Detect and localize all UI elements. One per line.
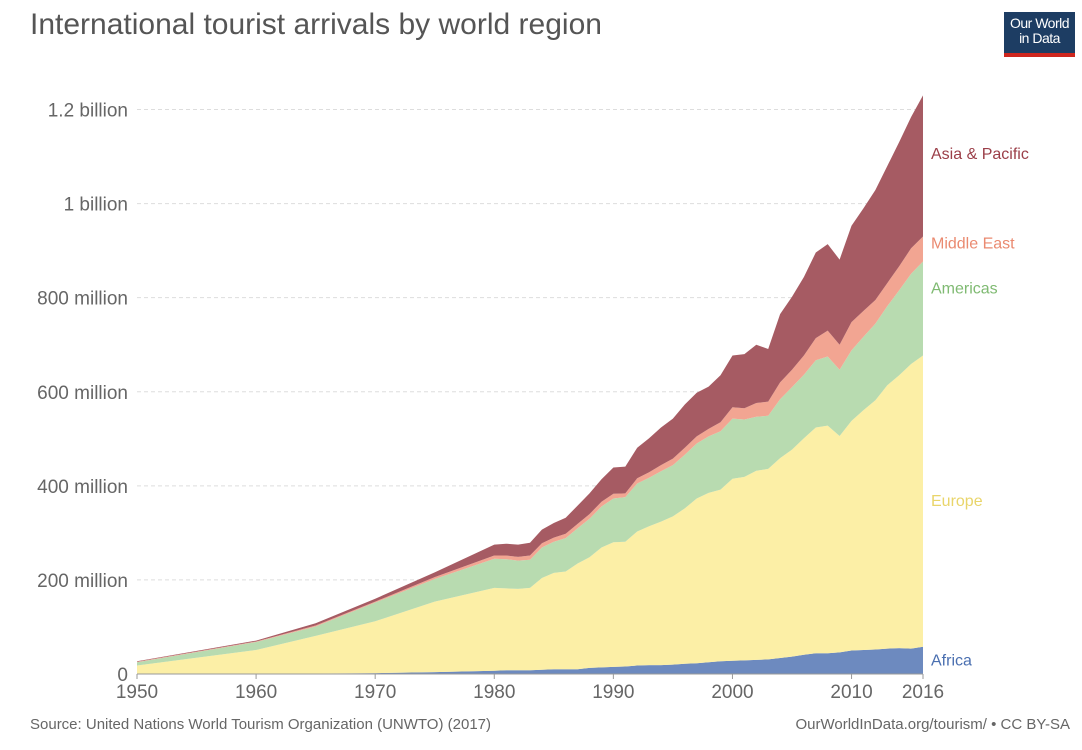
- x-tick-label: 1980: [473, 682, 515, 703]
- stacked-area-chart: 0 200 million 400 million 600 million 800 mi…: [37, 95, 1029, 703]
- source-note: Source: United Nations World Tourism Org…: [30, 716, 492, 733]
- y-tick-label: 800 million: [37, 289, 128, 310]
- x-tick-label: 1990: [592, 682, 634, 703]
- chart-title: International tourist arrivals by world …: [30, 8, 602, 41]
- area-africa: [137, 646, 923, 674]
- y-tick-label: 1 billion: [64, 195, 128, 216]
- y-tick-label: 600 million: [37, 383, 128, 404]
- area-europe: [137, 355, 923, 674]
- x-tick-label: 2000: [711, 682, 753, 703]
- x-tick-label: 2016: [902, 682, 944, 703]
- y-tick-label: 1.2 billion: [48, 101, 128, 122]
- series-label-europe: Europe: [931, 493, 983, 510]
- logo-line-2: in Data: [1019, 30, 1060, 46]
- logo-line-1: Our World: [1009, 15, 1070, 31]
- x-tick-label: 1970: [354, 682, 396, 703]
- license-link[interactable]: OurWorldInData.org/tourism/ • CC BY-SA: [795, 716, 1070, 733]
- series-label-middle-east: Middle East: [931, 236, 1015, 253]
- area-asia-pacific: [137, 95, 923, 662]
- area-americas: [137, 261, 923, 666]
- y-tick-label: 400 million: [37, 477, 128, 498]
- y-tick-label: 0: [117, 665, 128, 686]
- series-label-asia-pacific: Asia & Pacific: [931, 146, 1029, 163]
- x-tick-label: 2010: [830, 682, 872, 703]
- x-tick-label: 1950: [116, 682, 158, 703]
- our-world-in-data-logo[interactable]: Our World in Data: [1004, 12, 1075, 57]
- y-tick-label: 200 million: [37, 571, 128, 592]
- series-label-africa: Africa: [931, 652, 972, 669]
- series-label-americas: Americas: [931, 280, 998, 297]
- x-tick-label: 1960: [235, 682, 277, 703]
